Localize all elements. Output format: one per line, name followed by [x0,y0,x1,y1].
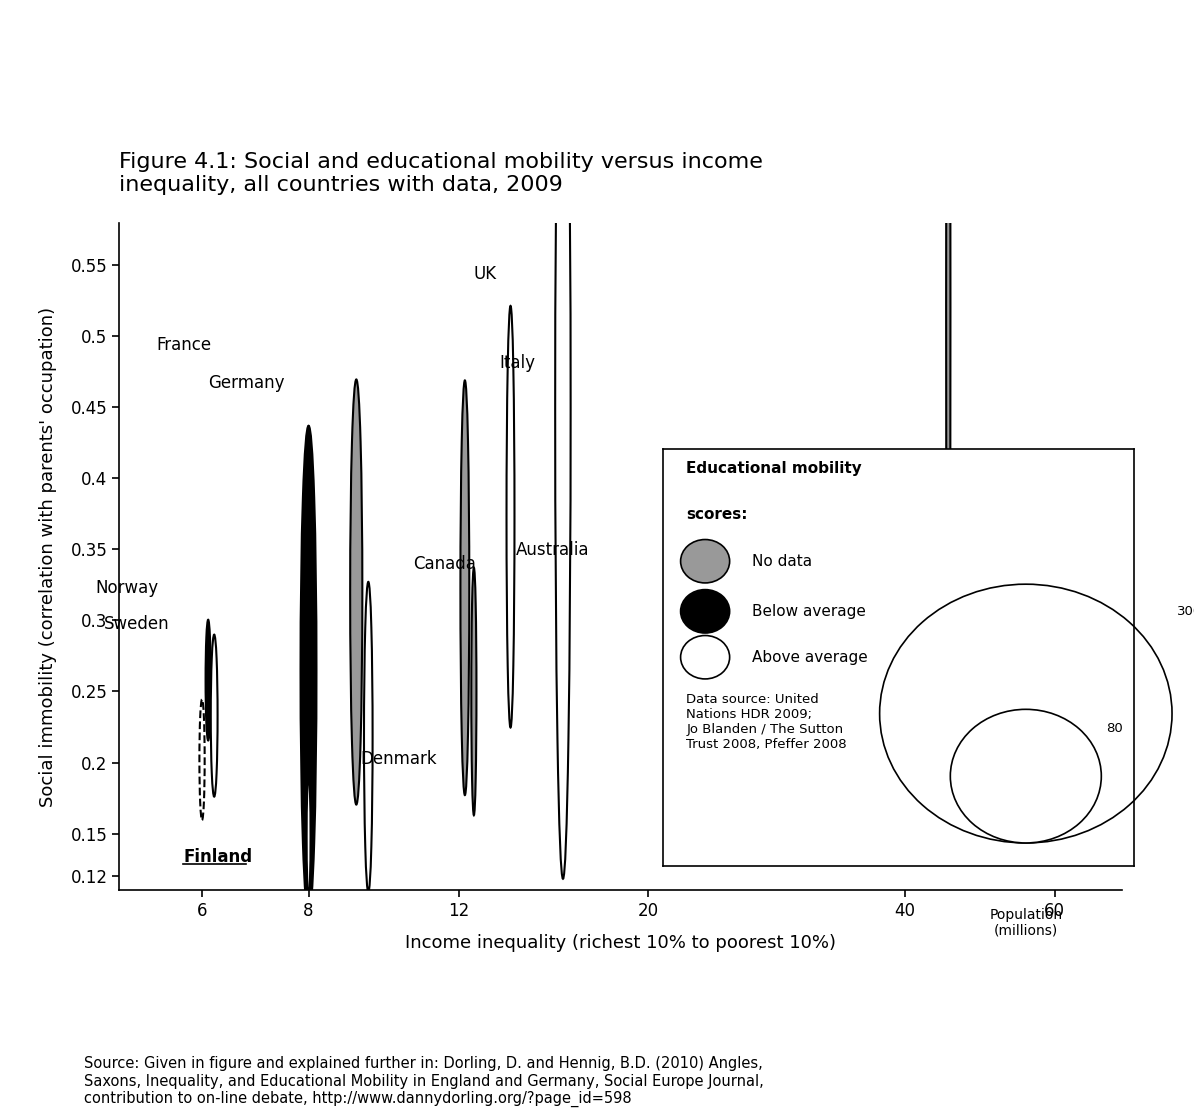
Text: Italy: Italy [499,354,536,372]
Circle shape [211,634,217,797]
Text: Australia: Australia [516,541,590,559]
Text: 300: 300 [1177,605,1194,618]
Circle shape [950,709,1101,843]
Text: Germany: Germany [208,374,284,392]
Circle shape [350,380,362,805]
Text: Population
(millions): Population (millions) [990,908,1063,938]
Y-axis label: Social immobility (correlation with parents' occupation): Social immobility (correlation with pare… [38,306,56,807]
Text: Below average: Below average [752,604,866,619]
X-axis label: Income inequality (richest 10% to poorest 10%): Income inequality (richest 10% to poores… [406,934,836,952]
Text: Source: Given in figure and explained further in: Dorling, D. and Hennig, B.D. (: Source: Given in figure and explained fu… [84,1056,763,1107]
Text: Denmark: Denmark [361,749,437,768]
Circle shape [461,381,469,795]
Text: Data source: United
Nations HDR 2009;
Jo Blanden / The Sutton
Trust 2008, Pfeffe: Data source: United Nations HDR 2009; Jo… [687,692,847,750]
Circle shape [301,425,316,915]
Text: 80: 80 [1106,722,1122,735]
Circle shape [199,699,204,820]
Text: Sweden: Sweden [104,615,170,633]
Circle shape [472,568,476,815]
Circle shape [946,0,950,682]
Text: scores:: scores: [687,508,747,522]
Text: Canada: Canada [413,555,475,573]
Circle shape [681,590,730,633]
Text: UK: UK [474,265,497,283]
Circle shape [681,540,730,583]
Circle shape [307,776,310,897]
Circle shape [506,306,515,728]
Text: Educational mobility: Educational mobility [687,461,862,476]
Text: Above average: Above average [752,650,868,664]
Text: No data: No data [752,554,812,569]
Text: Figure 4.1: Social and educational mobility versus income
inequality, all countr: Figure 4.1: Social and educational mobil… [119,151,763,195]
Text: France: France [156,336,211,354]
Text: Norway: Norway [96,579,159,597]
Circle shape [364,582,373,892]
Circle shape [681,636,730,679]
Text: Finland: Finland [183,848,252,866]
Circle shape [555,0,571,879]
Circle shape [880,584,1173,843]
Circle shape [205,620,210,740]
